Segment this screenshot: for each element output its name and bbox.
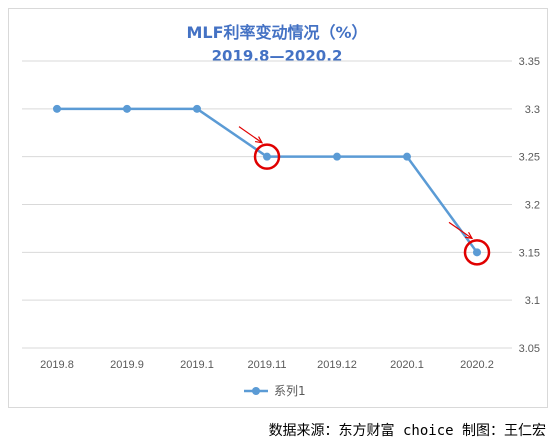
arrow-shaft <box>448 221 473 239</box>
chart-title: MLF利率变动情况（%） <box>186 23 367 42</box>
data-point <box>333 152 341 161</box>
line-chart: MLF利率变动情况（%） 2019.8—2020.2 3.353.33.253.… <box>22 23 540 398</box>
data-point <box>403 152 411 161</box>
series-line <box>53 104 481 257</box>
x-tick-label: 2019.1 <box>180 359 214 371</box>
y-tick-label: 3.1 <box>525 295 540 307</box>
x-tick-label: 2020.1 <box>390 359 424 371</box>
x-tick-label: 2019.9 <box>110 359 144 371</box>
legend-label: 系列1 <box>274 384 306 398</box>
legend: 系列1 <box>244 384 306 398</box>
highlight-annotations <box>238 126 491 266</box>
chart-subtitle: 2019.8—2020.2 <box>212 47 343 65</box>
x-tick-label: 2019.8 <box>40 359 74 371</box>
x-tick-label: 2020.2 <box>460 359 494 371</box>
y-tick-label: 3.2 <box>525 200 540 212</box>
arrow-head <box>254 136 264 144</box>
source-note: 数据来源：东方财富 choice 制图：王仁宏 <box>268 423 546 439</box>
y-tick-label: 3.15 <box>519 247 540 259</box>
legend-marker <box>252 387 260 395</box>
arrow-head <box>464 231 474 240</box>
highlight-circle <box>463 239 491 266</box>
x-tick-label: 2019.11 <box>248 359 287 371</box>
x-axis-labels: 2019.8 2019.9 2019.1 2019.11 2019.12 2020.1 20… <box>40 359 494 371</box>
data-point <box>53 104 61 113</box>
chart-area <box>8 8 548 408</box>
data-point <box>263 152 271 161</box>
y-tick-label: 3.35 <box>519 56 540 68</box>
y-tick-label: 3.25 <box>519 152 540 164</box>
data-point <box>123 104 131 113</box>
y-axis-labels: 3.35 3.3 3.25 3.2 3.15 3.1 3.05 <box>519 56 540 355</box>
series-line-path <box>57 107 479 254</box>
y-tick-label: 3.3 <box>525 104 540 116</box>
gridlines <box>22 60 512 349</box>
arrow-shaft <box>238 126 263 144</box>
x-tick-label: 2019.12 <box>317 359 357 371</box>
data-point <box>473 248 481 257</box>
highlight-circle <box>253 143 281 170</box>
data-point <box>193 104 201 113</box>
y-tick-label: 3.05 <box>519 343 540 355</box>
